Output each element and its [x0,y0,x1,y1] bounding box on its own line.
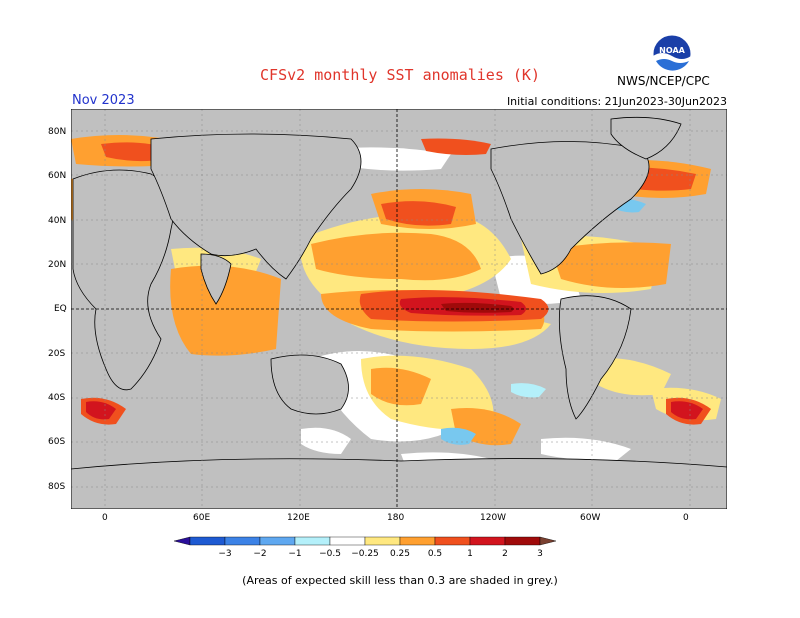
india-landmass [200,253,232,305]
lat-label: 20N [48,260,67,270]
map-gridlines [71,109,727,509]
noaa-logo: NOAA [652,34,692,74]
lat-label: 60N [48,171,67,181]
south-america-landmass [558,295,632,420]
skill-footnote: (Areas of expected skill less than 0.3 a… [242,574,558,587]
colorbar: −3 −2 −1 −0.5 −0.25 0.25 0.5 1 2 3 [173,536,557,559]
logo-text: NOAA [659,46,685,55]
colorbar-swatch [329,536,366,546]
colorbar-swatches [173,536,557,546]
initial-conditions: Initial conditions: 21Jun2023-30Jun2023 [506,95,727,108]
lat-label: 80N [48,127,67,137]
lon-label: 120W [480,513,507,523]
colorbar-end-high [539,536,557,546]
lat-label: 60S [48,437,66,447]
lat-label: 40N [48,216,67,226]
agency-label: NWS/NCEP/CPC [617,74,710,88]
colorbar-tick-label: 0.5 [428,549,442,559]
australia-landmass [270,354,349,415]
colorbar-swatch [259,536,296,546]
lon-label: 60W [580,513,601,523]
north-america-landmass [490,141,650,275]
colorbar-tick-label: −1 [288,549,301,559]
lon-label: 180 [387,513,405,523]
lon-label: 120E [287,513,310,523]
colorbar-tick-label: −2 [253,549,266,559]
colorbar-swatch [504,536,541,546]
colorbar-tick-label: 3 [537,549,543,559]
warm-anomaly-3 [441,302,514,313]
colorbar-swatch [189,536,226,546]
lon-label: 0 [683,513,689,523]
colorbar-end-low [173,536,191,546]
colorbar-tick-label: 0.25 [390,549,410,559]
colorbar-tick-label: −0.5 [319,549,341,559]
map-title: CFSv2 monthly SST anomalies (K) [260,66,540,84]
lon-label: 60E [193,513,211,523]
lat-label: 80S [48,482,66,492]
colorbar-swatch [469,536,506,546]
colorbar-swatch [294,536,331,546]
antarctica-landmass [71,458,727,509]
colorbar-swatch [364,536,401,546]
lon-label: 0 [102,513,108,523]
colorbar-swatch [224,536,261,546]
colorbar-labels: −3 −2 −1 −0.5 −0.25 0.25 0.5 1 2 3 [218,549,543,559]
colorbar-tick-label: 2 [502,549,508,559]
colorbar-tick-label: −0.25 [351,549,379,559]
forecast-month: Nov 2023 [72,93,135,108]
colorbar-tick-label: 1 [467,549,473,559]
lat-label: EQ [54,304,67,314]
land-masses [71,116,727,509]
asia-landmass [150,133,362,280]
greenland-landmass [610,116,682,160]
colorbar-swatch [434,536,471,546]
lat-label: 20S [48,349,66,359]
sst-anomaly-map [71,109,727,509]
lat-label: 40S [48,393,66,403]
colorbar-tick-label: −3 [218,549,231,559]
colorbar-swatch [399,536,436,546]
